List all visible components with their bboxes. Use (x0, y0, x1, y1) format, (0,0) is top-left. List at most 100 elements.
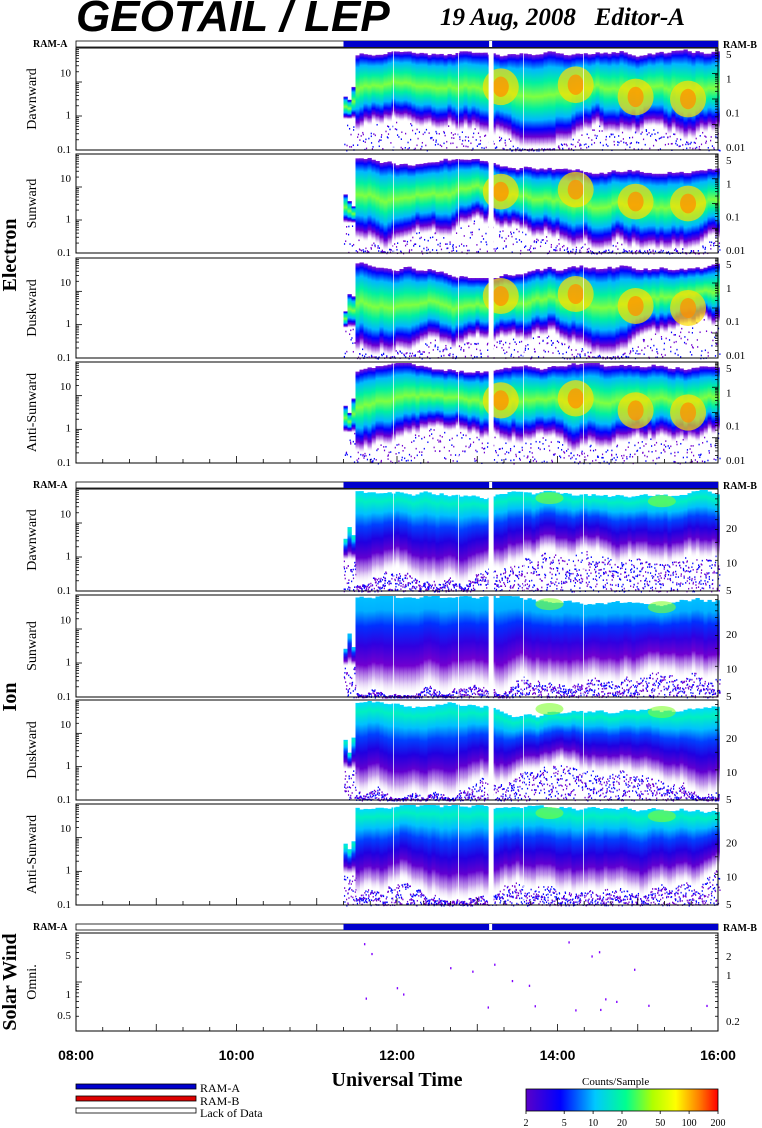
spectro-speck (518, 457, 521, 460)
spectro-speck (698, 692, 701, 695)
spectro-speck (475, 582, 477, 584)
spectro-speck (540, 690, 542, 693)
spectro-speck (483, 580, 485, 583)
spectro-speck (516, 574, 518, 577)
spectro-speck (354, 342, 356, 344)
spectro-speck (673, 460, 675, 463)
spectro-speck (468, 342, 470, 344)
spectro-speck (462, 588, 465, 591)
spectro-strip (663, 605, 668, 674)
spectro-speck (655, 679, 657, 682)
spectro-speck (406, 243, 408, 246)
data-gap (488, 154, 494, 253)
spectro-speck (585, 143, 587, 145)
spectro-speck (683, 341, 686, 344)
spectro-strip (439, 369, 444, 429)
spectro-speck (365, 588, 367, 591)
spectro-strip (519, 366, 524, 446)
spectro-speck (370, 796, 372, 799)
spectro-speck (657, 672, 659, 674)
spectro-speck (595, 575, 597, 577)
spectro-speck (500, 573, 502, 576)
spectro-speck (375, 458, 377, 461)
spectro-speck (566, 570, 568, 573)
spectro-speck (379, 586, 381, 589)
spectro-speck (588, 247, 590, 250)
spectro-speck (659, 563, 661, 566)
spectro-speck (580, 686, 583, 688)
spectro-speck (382, 584, 385, 587)
spectro-speck (680, 575, 682, 577)
spectro-speck (431, 136, 433, 139)
spectro-speck (532, 687, 534, 689)
spectro-speck (629, 350, 632, 352)
spectro-strip (515, 274, 520, 340)
spectro-speck (670, 346, 672, 348)
spectro-speck (456, 585, 458, 587)
spectro-speck (598, 693, 600, 696)
spectro-strip (431, 53, 436, 129)
spectro-speck (539, 441, 541, 443)
spectro-strip (419, 365, 424, 431)
spectro-speck (624, 352, 626, 355)
spectro-speck (598, 569, 600, 571)
spectro-speck (633, 694, 636, 697)
spectro-speck (710, 689, 713, 692)
spectro-speck (433, 691, 435, 694)
spectro-speck (414, 586, 416, 588)
spectro-speck (384, 572, 386, 575)
spectro-speck (453, 696, 455, 699)
spectro-speck (429, 693, 431, 695)
spectro-strip (359, 596, 364, 695)
spectro-speck (573, 580, 575, 582)
spectro-speck (362, 131, 364, 134)
spectro-strip (451, 495, 456, 580)
spectro-speck (406, 577, 408, 580)
spectro-speck (705, 142, 707, 144)
spectro-speck (374, 790, 377, 793)
spectro-speck (345, 787, 347, 790)
spectro-strip (415, 53, 420, 127)
spectro-speck (439, 440, 442, 443)
spectro-speck (411, 441, 413, 444)
spectro-speck (711, 564, 713, 566)
spectro-strip (347, 752, 352, 770)
spectro-speck (600, 682, 602, 685)
spectro-speck (539, 245, 542, 248)
spectro-speck (596, 579, 598, 582)
spectro-speck (559, 249, 561, 252)
spectro-speck (672, 688, 674, 691)
spectro-speck (458, 586, 461, 589)
spectro-speck (541, 580, 543, 582)
spectro-speck (354, 432, 356, 435)
spectro-speck (645, 680, 647, 683)
y-tick-label-right: 0.01 (726, 142, 745, 154)
spectro-speck (595, 561, 597, 564)
spectro-speck (649, 564, 651, 566)
spectro-speck (624, 690, 626, 692)
spectro-speck (587, 351, 589, 354)
spectro-speck (511, 235, 513, 238)
spectro-speck (714, 355, 717, 357)
spectro-speck (532, 692, 535, 695)
spectro-speck (474, 693, 477, 696)
spectro-speck (496, 341, 498, 344)
spectro-speck (398, 443, 400, 446)
spectro-strip (423, 53, 428, 127)
spectro-speck (682, 567, 685, 570)
spectro-speck (494, 570, 497, 573)
spectro-speck (541, 239, 543, 241)
spectro-speck (390, 451, 392, 453)
spectro-speck (580, 582, 582, 584)
spectro-speck (556, 691, 558, 694)
spectro-speck (371, 689, 373, 691)
spectro-speck (507, 581, 509, 584)
spectro-speck (557, 687, 559, 689)
spectro-speck (377, 448, 379, 450)
spectro-speck (344, 577, 346, 580)
spectro-speck (456, 146, 458, 149)
spectro-speck (672, 571, 675, 574)
spectro-speck (573, 691, 575, 693)
spectro-speck (398, 577, 400, 580)
spectro-speck (361, 799, 363, 802)
